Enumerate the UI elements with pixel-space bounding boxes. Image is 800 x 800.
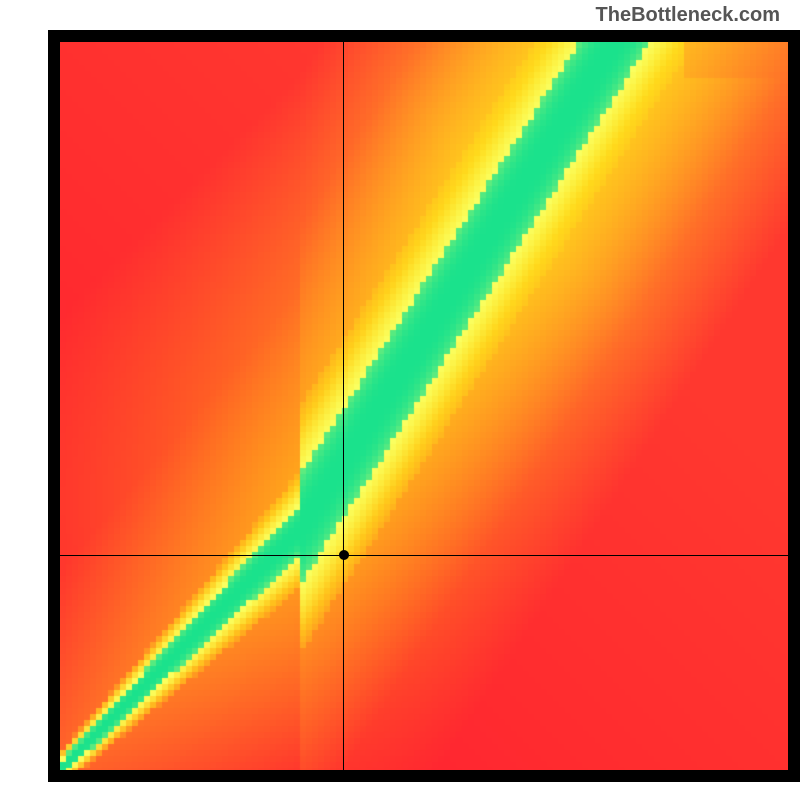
watermark-text: TheBottleneck.com [596, 4, 780, 27]
crosshair-marker [339, 550, 349, 560]
crosshair-horizontal [60, 555, 788, 556]
heatmap-plot [48, 30, 800, 782]
crosshair-vertical [343, 42, 344, 770]
heatmap-canvas [60, 42, 788, 770]
